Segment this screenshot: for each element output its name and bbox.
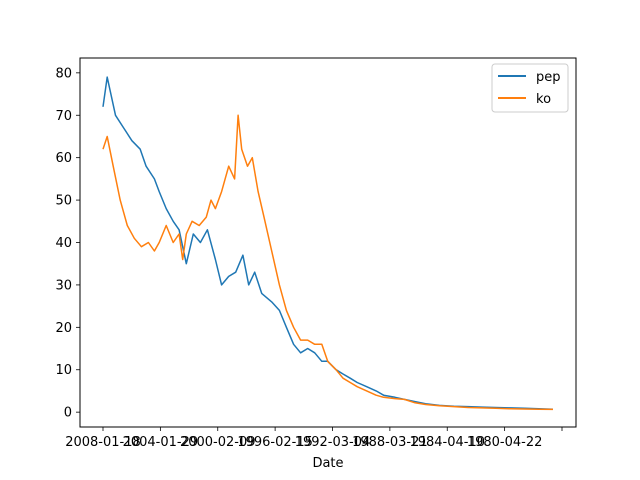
x-tick-label: 1980-04-22 — [467, 435, 543, 450]
y-tick-label: 0 — [64, 406, 72, 421]
y-tick-label: 70 — [55, 109, 72, 124]
x-tick-label: 1996-02-15 — [237, 435, 313, 450]
legend-label-pep: pep — [536, 70, 561, 85]
legend: pep ko — [491, 63, 569, 113]
x-tick-label: 1984-04-10 — [409, 435, 485, 450]
axes-layer — [79, 57, 577, 428]
y-tick-label: 80 — [55, 66, 72, 81]
y-tick-label: 10 — [55, 363, 72, 378]
y-tick-label: 50 — [55, 194, 72, 209]
y-tick-label: 20 — [55, 321, 72, 336]
legend-items: pep ko — [498, 70, 561, 107]
x-tick-label: 1988-03-21 — [352, 435, 428, 450]
legend-label-ko: ko — [536, 92, 551, 107]
y-tick-label: 40 — [55, 236, 72, 251]
x-tick-label: 1992-03-04 — [295, 435, 371, 450]
plot-area-frame — [79, 57, 577, 428]
x-tick-label: 2000-02-09 — [180, 435, 256, 450]
x-axis-title: Date — [312, 456, 343, 471]
y-tick-label: 30 — [55, 278, 72, 293]
x-tick-label: 2008-01-18 — [65, 435, 141, 450]
series-line-pep — [102, 76, 554, 410]
series-layer — [102, 76, 554, 411]
y-axis-ticks: 0 10 20 30 40 50 60 70 80 — [55, 66, 80, 421]
y-tick-label: 60 — [55, 151, 72, 166]
x-axis-ticks: 2008-01-182004-01-292000-02-091996-02-15… — [65, 427, 563, 450]
x-tick-label: 2004-01-29 — [123, 435, 199, 450]
series-line-ko — [102, 114, 554, 411]
